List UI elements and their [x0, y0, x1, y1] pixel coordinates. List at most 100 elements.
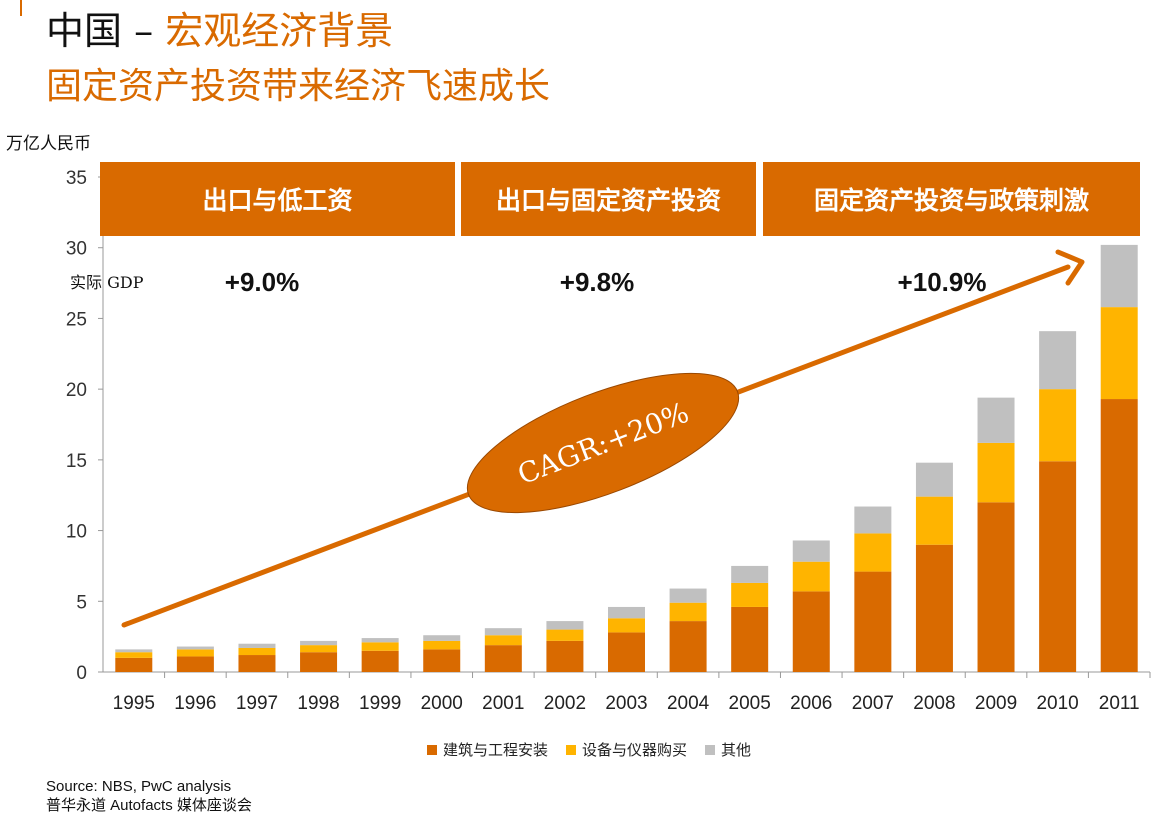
- bar-other-2001: [484, 628, 522, 636]
- bar-other-2009: [977, 397, 1015, 443]
- bar-construction-1996: [176, 656, 214, 672]
- legend-swatch-other: [705, 744, 716, 755]
- gdp-row-label: 实际 GDP: [70, 273, 144, 292]
- cagr-ellipse: [466, 372, 740, 514]
- period-banner-2: [461, 162, 756, 236]
- bar-construction-2005: [731, 606, 769, 672]
- legend-swatch-construction: [427, 744, 437, 755]
- legend-label-equipment: 设备与仪器购买: [582, 741, 688, 759]
- bar-construction-2004: [669, 621, 707, 672]
- accent-tick: [20, 0, 22, 16]
- bar-other-2008: [915, 462, 953, 497]
- x-tick-label-2004: 2004: [667, 693, 710, 714]
- legend-label-construction: 建筑与工程安装: [443, 741, 549, 759]
- investment-chart: 0 5 10 15 20 25 30 35 1995 1996 1997 1998 1999 2000 20…: [66, 162, 1151, 714]
- y-unit-label: 万亿人民币: [6, 134, 91, 154]
- period-banner-label-2: 出口与固定资产投资: [496, 186, 721, 215]
- bar-other-1997: [238, 643, 276, 648]
- y-tick-label: 35: [66, 168, 87, 189]
- trend-arrow-head: [1055, 249, 1085, 286]
- bar-equipment-1996: [176, 649, 214, 657]
- x-tick-label-2008: 2008: [913, 693, 955, 714]
- x-tick-label-2007: 2007: [852, 693, 894, 714]
- bar-construction-2010: [1039, 461, 1077, 672]
- x-tick-label-2001: 2001: [482, 693, 524, 714]
- period-banner-1: [100, 162, 455, 236]
- bar-other-2007: [854, 506, 892, 534]
- slide-subtitle: 固定资产投资带来经济飞速成长: [46, 66, 551, 107]
- title-topic: 宏观经济背景: [165, 9, 394, 53]
- x-tick-label-1999: 1999: [359, 693, 401, 714]
- bar-equipment-1995: [115, 652, 153, 658]
- source-note: Source: NBS, PwC analysis 普华永道 Autofacts…: [46, 777, 252, 815]
- bar-equipment-2006: [792, 561, 830, 592]
- legend-item-other: 其他: [705, 739, 751, 760]
- y-tick-label: 25: [66, 309, 87, 330]
- y-tick-label: 10: [66, 522, 87, 543]
- bar-equipment-1997: [238, 647, 276, 656]
- period-banner-label-3: 固定资产投资与政策刺激: [814, 186, 1089, 215]
- x-tick-label-2010: 2010: [1036, 693, 1078, 714]
- bar-equipment-2005: [731, 582, 769, 607]
- bar-construction-1997: [238, 655, 276, 672]
- x-tick-label-2009: 2009: [975, 693, 1017, 714]
- bar-construction-1999: [361, 650, 399, 672]
- period-banner-3: [763, 162, 1140, 236]
- period-banner-label-1: 出口与低工资: [202, 186, 352, 215]
- x-tick-label-2006: 2006: [790, 693, 832, 714]
- bar-other-2006: [792, 540, 830, 562]
- bar-construction-2001: [484, 645, 522, 672]
- bar-construction-2007: [854, 571, 892, 672]
- bar-equipment-2000: [423, 640, 461, 650]
- bar-equipment-2004: [669, 602, 707, 622]
- bar-other-2010: [1039, 331, 1077, 390]
- bar-equipment-2011: [1100, 307, 1138, 400]
- x-tick-label-1995: 1995: [113, 693, 155, 714]
- x-tick-label-1998: 1998: [297, 693, 339, 714]
- bar-equipment-2008: [915, 496, 953, 545]
- bar-equipment-2007: [854, 533, 892, 572]
- x-tick-label-1997: 1997: [236, 693, 278, 714]
- x-tick-label-2002: 2002: [544, 693, 586, 714]
- bar-other-1996: [176, 646, 214, 650]
- bar-equipment-2003: [608, 618, 645, 633]
- legend-swatch-equipment: [566, 744, 577, 755]
- bar-equipment-2010: [1039, 389, 1077, 462]
- bar-construction-2009: [977, 502, 1015, 672]
- bar-construction-2003: [608, 632, 645, 672]
- bar-other-2003: [608, 606, 645, 619]
- source-line: Source: NBS, PwC analysis: [46, 778, 232, 795]
- chart-legend: 建筑与工程安装 设备与仪器购买 其他: [427, 739, 751, 760]
- bar-other-2011: [1100, 244, 1138, 308]
- bar-other-1999: [361, 638, 399, 643]
- bar-other-2005: [731, 565, 769, 583]
- x-tick-label-2000: 2000: [421, 693, 463, 714]
- legend-item-construction: 建筑与工程安装: [427, 739, 548, 760]
- bar-other-2004: [669, 588, 707, 603]
- bar-equipment-2009: [977, 442, 1015, 503]
- y-tick-label: 5: [76, 592, 87, 613]
- bar-other-2000: [423, 635, 461, 641]
- gdp-growth-2: +9.8%: [560, 267, 634, 297]
- bar-construction-2000: [423, 649, 461, 672]
- y-tick-label: 30: [66, 239, 87, 260]
- bar-construction-2006: [792, 591, 830, 672]
- gdp-growth-1: +9.0%: [225, 267, 299, 297]
- bar-construction-1995: [115, 657, 153, 672]
- bar-other-1998: [300, 640, 338, 646]
- legend-item-equipment: 设备与仪器购买: [566, 739, 687, 760]
- bar-equipment-2002: [546, 629, 584, 641]
- slide-title: 中国 – 宏观经济背景: [46, 8, 393, 54]
- title-country: 中国: [46, 9, 123, 53]
- bar-construction-1998: [300, 652, 338, 672]
- y-tick-label: 20: [66, 380, 87, 401]
- x-tick-label-2005: 2005: [729, 693, 771, 714]
- y-tick-label: 15: [66, 451, 87, 472]
- bar-construction-2008: [915, 544, 953, 672]
- x-tick-label-2003: 2003: [605, 693, 647, 714]
- bar-equipment-2001: [484, 635, 522, 646]
- bar-other-1995: [115, 649, 153, 653]
- bar-other-2002: [546, 621, 584, 630]
- bar-construction-2002: [546, 640, 584, 672]
- gdp-growth-3: +10.9%: [898, 267, 987, 297]
